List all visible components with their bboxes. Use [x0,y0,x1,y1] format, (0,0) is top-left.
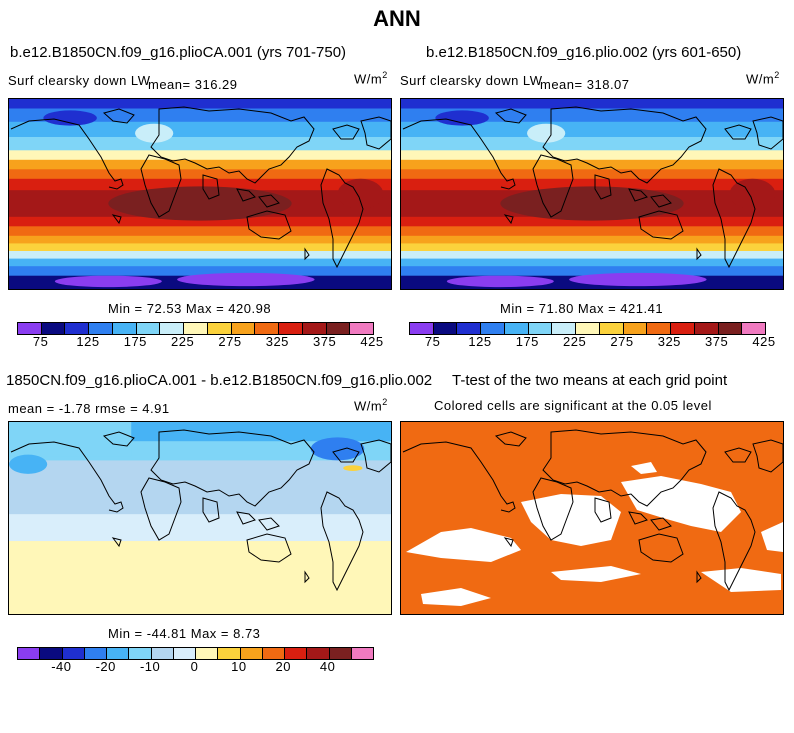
panel1-colorbar [17,322,374,335]
colorbar-tick-label: 275 [218,334,242,349]
colorbar-swatch [410,323,434,334]
colorbar-tick-label: 175 [123,334,147,349]
colorbar-swatch [151,648,174,659]
colorbar-tick-label: 75 [424,334,441,349]
colorbar-swatch [302,323,327,334]
colorbar-swatch [207,323,232,334]
panel3-map [8,421,392,615]
colorbar-swatch [285,648,308,659]
colorbar-swatch [18,648,41,659]
colorbar-swatch [694,323,719,334]
panel3-case-title: 1850CN.f09_g16.plioCA.001 - b.e12.B1850C… [6,372,433,389]
colorbar-swatch [623,323,648,334]
panel2-map [400,98,784,290]
colorbar-swatch [231,323,256,334]
colorbar-swatch [647,323,672,334]
colorbar-swatch [62,648,85,659]
colorbar-swatch [326,323,351,334]
colorbar-tick-label: 10 [231,659,247,674]
colorbar-swatch [160,323,185,334]
panel3-stats: mean = -1.78 rmse = 4.91 [8,401,170,416]
panel1-minmax: Min = 72.53 Max = 420.98 [108,301,272,316]
colorbar-swatch [136,323,161,334]
colorbar-swatch [742,323,766,334]
colorbar-tick-label: 125 [76,334,100,349]
panel1-map [8,98,392,290]
colorbar-tick-label: 375 [705,334,729,349]
colorbar-swatch [218,648,241,659]
panel1-case-title: b.e12.B1850CN.f09_g16.plioCA.001 (yrs 70… [10,44,347,61]
colorbar-swatch [329,648,352,659]
panel2-minmax: Min = 71.80 Max = 421.41 [500,301,664,316]
panel1-mean: mean= 316.29 [148,77,238,92]
colorbar-swatch [351,648,373,659]
colorbar-tick-label: 425 [752,334,776,349]
colorbar-swatch [307,648,330,659]
colorbar-swatch [576,323,600,334]
colorbar-tick-label: 175 [515,334,539,349]
colorbar-swatch [112,323,137,334]
colorbar-tick-label: 125 [468,334,492,349]
colorbar-swatch [350,323,374,334]
colorbar-tick-label: 20 [275,659,291,674]
colorbar-swatch [433,323,458,334]
colorbar-swatch [599,323,624,334]
colorbar-swatch [107,648,130,659]
panel3-colorbar-ticks: -40 -20 -10 0 10 20 40 [17,659,372,675]
colorbar-swatch [528,323,553,334]
colorbar-tick-label: 425 [360,334,384,349]
panel4-title: T-test of the two means at each grid poi… [452,372,728,389]
panel2-case-title: b.e12.B1850CN.f09_g16.plio.002 (yrs 601-… [426,44,742,61]
colorbar-tick-label: 0 [190,659,199,674]
colorbar-tick-label: 325 [657,334,681,349]
colorbar-swatch [718,323,743,334]
panel1-variable: Surf clearsky down LW [8,73,151,88]
panel4-map [400,421,784,615]
colorbar-swatch [41,323,66,334]
colorbar-tick-label: 375 [313,334,337,349]
panel3-minmax: Min = -44.81 Max = 8.73 [108,626,261,641]
figure-title: ANN [373,6,421,31]
colorbar-swatch [552,323,577,334]
panel2-colorbar [409,322,766,335]
colorbar-swatch [504,323,529,334]
colorbar-swatch [457,323,482,334]
panel1-units: W/m2 [354,70,388,87]
colorbar-tick-label: 225 [171,334,195,349]
panel1-colorbar-ticks: 75 125 175 225 275 325 375 425 [17,334,383,350]
colorbar-swatch [240,648,263,659]
colorbar-tick-label: 325 [265,334,289,349]
colorbar-swatch [84,648,107,659]
colorbar-swatch [18,323,42,334]
panel2-colorbar-ticks: 75 125 175 225 275 325 375 425 [409,334,775,350]
colorbar-swatch [262,648,285,659]
colorbar-swatch [671,323,695,334]
colorbar-swatch [279,323,303,334]
panel2-variable: Surf clearsky down LW [400,73,543,88]
colorbar-tick-label: -20 [95,659,116,674]
colorbar-tick-label: 75 [32,334,49,349]
colorbar-tick-label: 40 [319,659,336,674]
colorbar-swatch [40,648,63,659]
colorbar-tick-label: -10 [139,659,161,674]
colorbar-swatch [184,323,208,334]
panel2-units: W/m2 [746,70,780,87]
colorbar-tick-label: -40 [51,659,72,674]
colorbar-swatch [173,648,196,659]
colorbar-tick-label: 275 [610,334,634,349]
colorbar-tick-label: 225 [563,334,587,349]
panel3-units: W/m2 [354,397,388,414]
panel3-colorbar [17,647,374,660]
colorbar-swatch [481,323,505,334]
colorbar-swatch [255,323,280,334]
colorbar-swatch [65,323,90,334]
colorbar-swatch [129,648,152,659]
colorbar-swatch [196,648,219,659]
panel4-subtitle: Colored cells are significant at the 0.0… [434,398,712,413]
panel2-mean: mean= 318.07 [540,77,630,92]
colorbar-swatch [89,323,113,334]
